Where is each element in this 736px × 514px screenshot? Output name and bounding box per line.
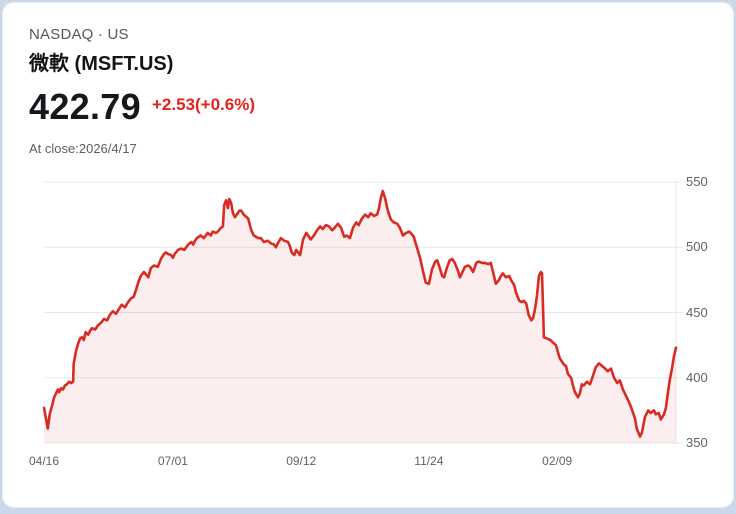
price-area-fill bbox=[44, 191, 676, 443]
price-change: +2.53(+0.6%) bbox=[152, 95, 256, 114]
exchange-market-label: NASDAQ · US bbox=[29, 26, 129, 43]
x-axis-tick-label: 07/01 bbox=[157, 454, 188, 468]
stock-title: 微軟 (MSFT.US) bbox=[29, 53, 174, 75]
y-axis-tick-label: 500 bbox=[686, 239, 708, 255]
x-axis-tick-label: 04/16 bbox=[28, 454, 60, 468]
x-axis-tick-label: 09/12 bbox=[286, 454, 317, 468]
y-axis-tick-label: 550 bbox=[686, 174, 708, 189]
chart-canvas[interactable] bbox=[3, 3, 735, 509]
quote-card: NASDAQ · US 微軟 (MSFT.US) 422.79 +2.53(+0… bbox=[2, 2, 734, 508]
y-axis-tick-label: 350 bbox=[686, 435, 708, 450]
price-line bbox=[42, 189, 678, 438]
last-price: 422.79 bbox=[29, 86, 141, 127]
x-axis-tick-label: 02/09 bbox=[542, 454, 573, 468]
x-axis-tick-label: 11/24 bbox=[414, 454, 444, 468]
y-axis-tick-label: 400 bbox=[686, 369, 708, 385]
as-of-timestamp: At close:2026/4/17 bbox=[29, 141, 137, 156]
y-axis-tick-label: 450 bbox=[686, 304, 708, 320]
price-chart[interactable]: 550 500 450 400 350 04/16 07/01 09/12 11/24 02/09 bbox=[3, 3, 735, 509]
